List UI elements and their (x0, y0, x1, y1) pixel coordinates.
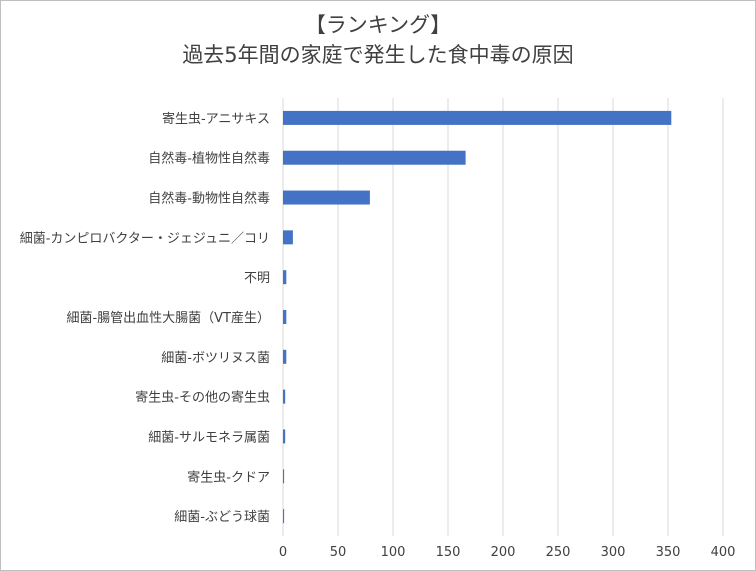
category-label: 細菌-カンピロバクター・ジェジュニ／コリ (20, 231, 270, 246)
x-tick-label: 0 (279, 545, 287, 560)
x-tick-label: 300 (601, 545, 626, 560)
gridlines (282, 98, 724, 536)
chart-subtitle: 過去5年間の家庭で発生した食中毒の原因 (182, 43, 574, 67)
x-axis-tick-labels: 0 50 100 150 200 250 300 350 400 (279, 545, 736, 560)
category-label: 細菌-腸管出血性大腸菌（VT産生） (66, 310, 270, 326)
category-label: 寄生虫-アニサキス (162, 111, 270, 127)
bar (283, 270, 287, 285)
category-label: 細菌-ぶどう球菌 (174, 510, 270, 525)
bar (283, 310, 287, 324)
x-tick-label: 200 (491, 545, 516, 560)
x-tick-label: 50 (330, 545, 347, 560)
category-label: 寄生虫-その他の寄生虫 (135, 390, 270, 406)
category-label: 自然毒-植物性自然毒 (148, 151, 270, 167)
bar (283, 429, 286, 444)
bars (283, 110, 672, 524)
bar (283, 469, 285, 484)
bar (283, 389, 286, 404)
bar (283, 349, 287, 364)
category-label: 不明 (244, 271, 270, 286)
chart-title-block: 【ランキング】 過去5年間の家庭で発生した食中毒の原因 (0, 10, 756, 70)
x-tick-label: 250 (546, 545, 571, 560)
category-label: 寄生虫-クドア (187, 469, 270, 485)
bar (283, 190, 370, 205)
x-tick-label: 150 (436, 545, 461, 560)
x-tick-label: 350 (656, 545, 681, 560)
category-label: 細菌-ボツリヌス菌 (161, 351, 270, 366)
category-label: 細菌-サルモネラ属菌 (148, 430, 270, 445)
category-label: 自然毒-動物性自然毒 (148, 191, 270, 207)
x-tick-label: 100 (381, 545, 406, 560)
x-tick-label: 400 (711, 545, 736, 560)
chart-title: 【ランキング】 (304, 13, 452, 37)
bar (283, 509, 285, 524)
bar (283, 110, 672, 125)
category-labels: 寄生虫-アニサキス自然毒-植物性自然毒自然毒-動物性自然毒細菌-カンピロバクター… (20, 111, 270, 525)
bar (283, 230, 293, 245)
bar (283, 150, 466, 165)
